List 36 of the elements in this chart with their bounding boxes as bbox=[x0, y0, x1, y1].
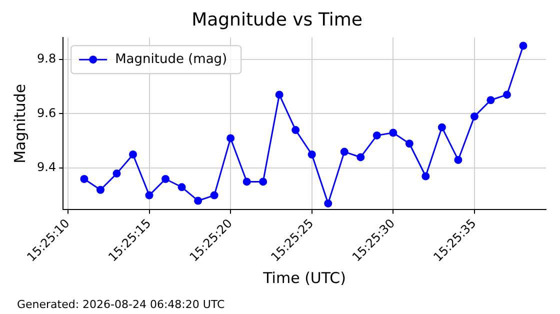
point bbox=[486, 96, 495, 104]
point bbox=[112, 170, 121, 178]
chart-title: Magnitude vs Time bbox=[192, 9, 362, 30]
point bbox=[259, 178, 268, 186]
point bbox=[162, 174, 170, 183]
point bbox=[80, 174, 88, 183]
point bbox=[502, 90, 511, 99]
y-tick-label: 9.4 bbox=[36, 160, 56, 174]
point bbox=[438, 123, 446, 132]
y-tick-label: 9.6 bbox=[36, 106, 56, 120]
point bbox=[308, 150, 316, 159]
point bbox=[129, 150, 137, 159]
point bbox=[96, 186, 104, 194]
point bbox=[178, 183, 186, 192]
point bbox=[405, 140, 414, 148]
point bbox=[519, 42, 528, 50]
point bbox=[226, 134, 235, 142]
point bbox=[242, 178, 251, 186]
point bbox=[454, 156, 462, 164]
point bbox=[210, 191, 218, 200]
point bbox=[389, 128, 398, 137]
y-axis-title: Magnitude bbox=[10, 84, 29, 164]
point bbox=[340, 148, 348, 156]
point bbox=[324, 199, 332, 208]
y-tick-label: 9.8 bbox=[36, 51, 56, 66]
point bbox=[372, 131, 381, 140]
text: Generated: 2026-08-24 06:48:20 UTC bbox=[17, 298, 225, 311]
point bbox=[356, 153, 365, 162]
legend-label: Magnitude (mag) bbox=[115, 52, 228, 67]
point bbox=[275, 90, 284, 99]
point bbox=[470, 112, 478, 120]
point bbox=[422, 172, 430, 180]
point bbox=[194, 196, 202, 205]
point bbox=[292, 126, 300, 134]
point bbox=[145, 191, 154, 200]
x-axis-title: Time (UTC) bbox=[262, 268, 346, 287]
